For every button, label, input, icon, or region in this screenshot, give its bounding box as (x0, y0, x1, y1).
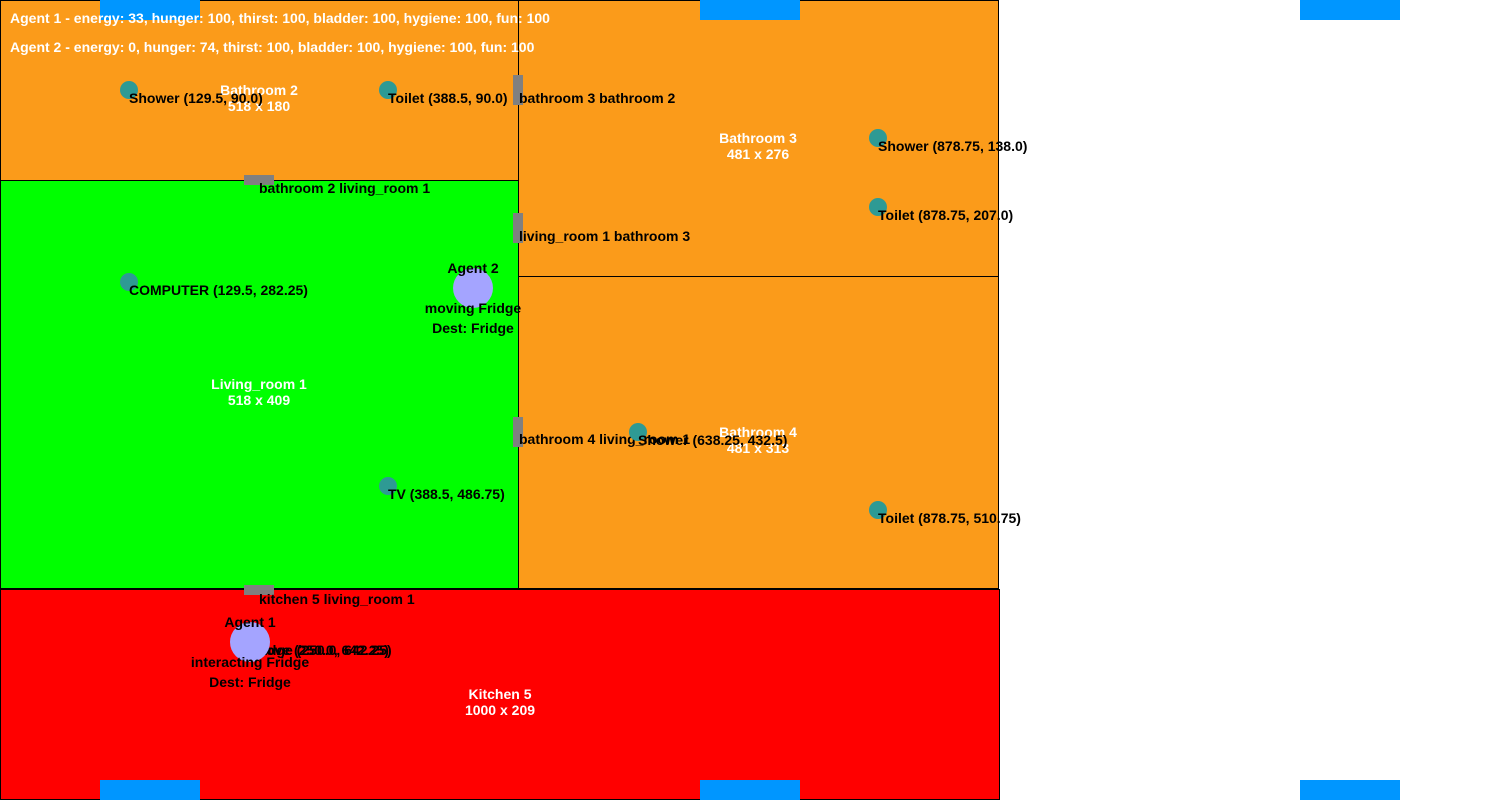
window (700, 780, 800, 800)
agent-2-name: Agent 2 (447, 260, 499, 276)
room-bathroom-4 (518, 276, 999, 589)
shower-label: Shower (129.5, 90.0) (129, 90, 263, 106)
computer-icon[interactable] (120, 273, 138, 291)
room-size: 481 x 276 (726, 146, 790, 162)
window (700, 0, 800, 20)
agent-1-marker[interactable] (230, 622, 270, 662)
fridge-label: Fridge (250.0, 642.25) (250, 642, 392, 658)
room-bathroom-2 (0, 0, 519, 181)
agent-2-status: Agent 2 - energy: 0, hunger: 74, thirst:… (10, 39, 535, 55)
toilet-label: Toilet (878.75, 510.75) (878, 510, 1021, 526)
agent-2-action: moving Fridge (424, 300, 522, 316)
tv-icon[interactable] (379, 477, 397, 495)
door-label: bathroom 2 living_room 1 (259, 180, 431, 196)
agent-1-name: Agent 1 (224, 614, 276, 630)
door-bathroom2-living-room1 (244, 175, 274, 185)
toilet-label: Toilet (878.75, 207.0) (878, 207, 1014, 223)
room-name: Bathroom 2 (220, 82, 298, 98)
agent-2-marker[interactable] (453, 268, 493, 308)
door-label: bathroom 4 living_room 1 (519, 431, 691, 447)
room-name: Kitchen 5 (468, 686, 532, 702)
room-name: Bathroom 3 (719, 130, 797, 146)
toilet-icon[interactable] (379, 81, 397, 99)
room-name: Living_room 1 (211, 376, 307, 392)
toilet-icon[interactable] (869, 198, 887, 216)
agent-1-destination: Dest: Fridge (209, 674, 291, 690)
window (1300, 780, 1400, 800)
shower-icon[interactable] (120, 81, 138, 99)
stove-label: Stove (250.0, 642.25) (252, 642, 389, 658)
door-bathroom4-living-room1 (513, 417, 523, 447)
window (1300, 0, 1400, 20)
door-label: bathroom 3 bathroom 2 (519, 90, 676, 106)
shower-icon[interactable] (629, 423, 647, 441)
window (100, 780, 200, 800)
agent-1-action: interacting Fridge (190, 654, 310, 670)
door-label: kitchen 5 living_room 1 (259, 591, 415, 607)
agent-2-destination: Dest: Fridge (432, 320, 514, 336)
room-kitchen-5 (0, 589, 1000, 800)
room-label-bathroom-3: Bathroom 3 481 x 276 (648, 130, 868, 162)
shower-label: Shower (878.75, 138.0) (878, 138, 1028, 154)
toilet-label: Toilet (388.5, 90.0) (388, 90, 508, 106)
shower-icon[interactable] (869, 129, 887, 147)
agent-1-status: Agent 1 - energy: 33, hunger: 100, thirs… (10, 10, 550, 26)
door-bathroom3-bathroom2 (513, 75, 523, 105)
computer-label: COMPUTER (129.5, 282.25) (129, 282, 308, 298)
room-bathroom-3 (518, 0, 999, 277)
room-name: Bathroom 4 (719, 424, 797, 440)
room-label-kitchen-5: Kitchen 5 1000 x 209 (390, 686, 610, 718)
room-size: 518 x 409 (227, 392, 291, 408)
toilet-icon[interactable] (869, 501, 887, 519)
room-size: 481 x 313 (726, 440, 790, 456)
door-label: living_room 1 bathroom 3 (519, 228, 691, 244)
room-label-bathroom-4: Bathroom 4 481 x 313 (648, 424, 868, 456)
shower-label: Shower (638.25, 432.5) (638, 432, 788, 448)
door-living-room1-bathroom3 (513, 213, 523, 243)
room-size: 1000 x 209 (464, 702, 536, 718)
room-label-bathroom-2: Bathroom 2 518 x 180 (149, 82, 369, 114)
door-kitchen5-living-room1 (244, 585, 274, 595)
room-label-living-room-1: Living_room 1 518 x 409 (149, 376, 369, 408)
window (100, 0, 200, 20)
room-size: 518 x 180 (227, 98, 291, 114)
tv-label: TV (388.5, 486.75) (388, 486, 505, 502)
